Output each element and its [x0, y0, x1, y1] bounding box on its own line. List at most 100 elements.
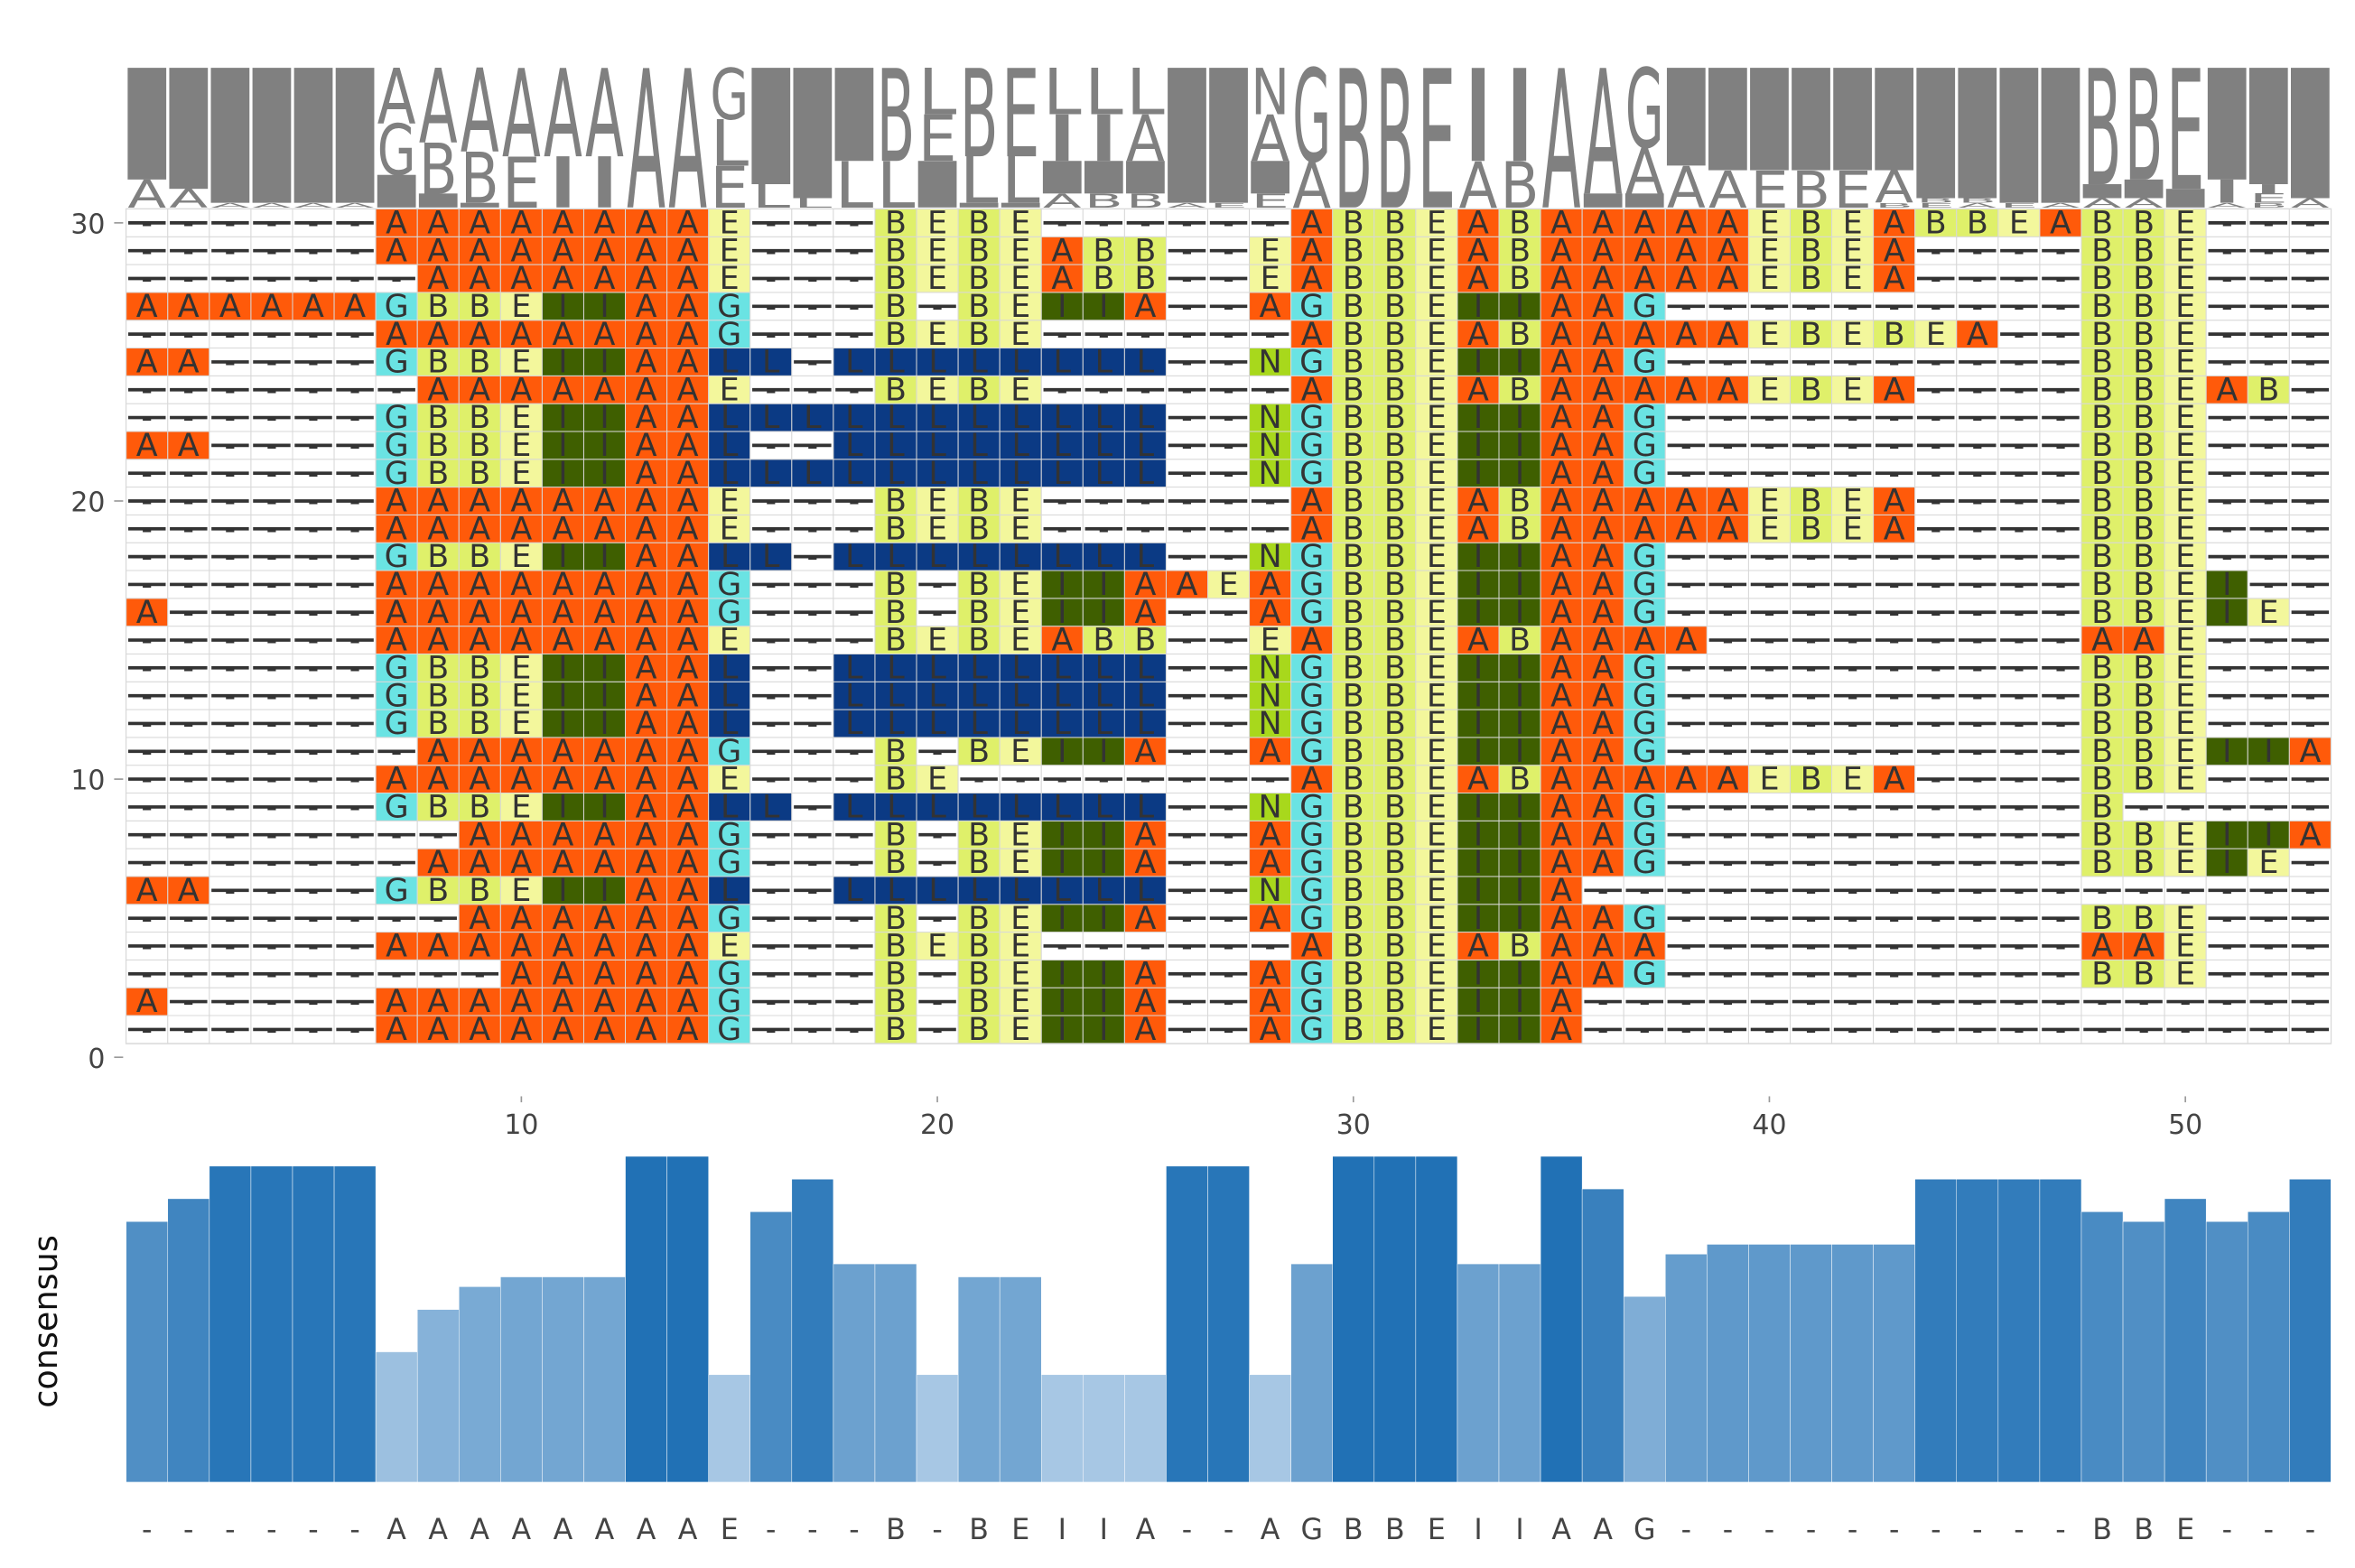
cell [1498, 987, 1541, 1016]
cell [1457, 1015, 1500, 1044]
cell [1457, 932, 1500, 960]
logo-gap [1209, 68, 1248, 203]
cell [541, 987, 584, 1016]
cell [499, 820, 543, 849]
cell [1290, 848, 1334, 877]
cell [458, 904, 501, 933]
cell [1540, 542, 1583, 571]
cell [999, 959, 1042, 988]
cell [1040, 876, 1084, 905]
y-tick-label: 20 [70, 487, 105, 519]
cell [1581, 598, 1624, 627]
cell [957, 570, 1001, 599]
cell [666, 653, 710, 682]
cell [1207, 570, 1251, 599]
cell [458, 737, 501, 766]
cell [1540, 570, 1583, 599]
cell [1249, 542, 1292, 571]
cell [1040, 626, 1084, 654]
consensus-bar [333, 1165, 377, 1483]
logo-gap [1916, 68, 1956, 199]
cell [582, 709, 627, 738]
logo-letter: L [1126, 55, 1165, 130]
cell [666, 765, 710, 794]
logo-gap [210, 68, 250, 203]
cell [541, 959, 584, 988]
consensus-bar [1665, 1254, 1708, 1483]
cell [999, 1015, 1042, 1044]
cell [2122, 932, 2165, 960]
cell [1581, 542, 1624, 571]
cell [1332, 598, 1375, 627]
cell [957, 793, 1001, 821]
cell [416, 709, 460, 738]
cell [999, 987, 1042, 1016]
cell [2164, 848, 2207, 877]
cell [1540, 681, 1583, 710]
cell [416, 932, 460, 960]
consensus-bar [1956, 1179, 1999, 1483]
cell [582, 765, 627, 794]
consensus-bar [2122, 1220, 2165, 1483]
cell [375, 514, 418, 543]
cell [2122, 848, 2165, 877]
consensus-bar [1873, 1244, 1915, 1483]
cell [2164, 514, 2207, 543]
cell [916, 487, 959, 515]
cell [666, 542, 710, 571]
cell [708, 737, 751, 766]
cell [957, 681, 1001, 710]
logo-gap [169, 68, 209, 190]
cell [999, 626, 1042, 654]
cell [1249, 681, 1292, 710]
logo-gap [1833, 68, 1872, 171]
consensus-bar [2247, 1211, 2290, 1483]
cell [833, 793, 876, 821]
cell [416, 1015, 460, 1044]
consensus-bar [1083, 1374, 1125, 1483]
cell [499, 514, 543, 543]
logo-letter: B [1375, 30, 1414, 253]
logo-letter: I [1459, 43, 1498, 191]
cell [1123, 653, 1167, 682]
cell [957, 904, 1001, 933]
cell [416, 793, 460, 821]
cell [1249, 848, 1292, 877]
cell [1747, 765, 1791, 794]
consensus-bar [167, 1198, 210, 1483]
logo-letter: L [1043, 55, 1082, 130]
cell [1457, 987, 1500, 1016]
cell [1123, 820, 1167, 849]
consensus-bar [1124, 1374, 1167, 1483]
cell [126, 987, 169, 1016]
cell [874, 653, 917, 682]
cell [1332, 820, 1375, 849]
cell [666, 876, 710, 905]
cell [874, 876, 917, 905]
cell [2205, 820, 2248, 849]
cell [666, 904, 710, 933]
cell [708, 598, 751, 627]
cell [1623, 542, 1666, 571]
cell [2080, 737, 2124, 766]
cell [1498, 848, 1541, 877]
consensus-bar [666, 1155, 709, 1483]
cell [416, 876, 460, 905]
cell [1623, 848, 1666, 877]
cell [499, 653, 543, 682]
cell [582, 598, 627, 627]
cell [126, 876, 169, 905]
cell [625, 598, 668, 627]
cell [1082, 987, 1125, 1016]
cell [375, 1015, 418, 1044]
cell [458, 626, 501, 654]
cell [999, 876, 1042, 905]
consensus-bar [708, 1374, 751, 1483]
logo-letter: L [918, 55, 957, 130]
cell [1581, 514, 1624, 543]
logo-letter: B [2083, 36, 2122, 222]
logo-gap [2041, 68, 2080, 203]
logo-gap [793, 68, 833, 199]
cell [957, 737, 1001, 766]
cell [1415, 681, 1458, 710]
